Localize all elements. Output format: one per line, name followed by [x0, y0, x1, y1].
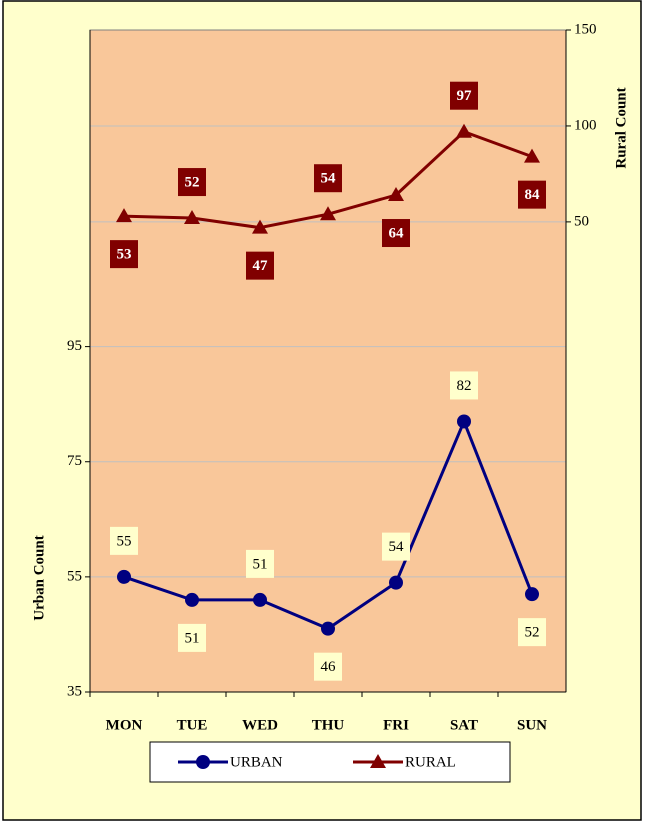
x-tick-label: SAT — [450, 717, 478, 733]
y2-tick-label: 100 — [574, 117, 597, 133]
y2-tick-label: 150 — [574, 21, 597, 37]
plot-area — [89, 29, 567, 693]
data-label-box — [314, 164, 342, 193]
data-label-box — [246, 251, 274, 280]
y-tick-label: 95 — [67, 338, 82, 354]
data-label-box — [110, 526, 138, 555]
data-label: 54 — [321, 171, 337, 187]
y-axis-label: Urban Count — [31, 535, 47, 620]
x-tick-label: SUN — [517, 717, 547, 733]
legend-marker — [196, 755, 210, 769]
data-label: 84 — [525, 187, 541, 203]
point — [184, 210, 200, 225]
data-label-box — [246, 549, 274, 578]
point — [388, 187, 404, 202]
data-label: 51 — [185, 630, 200, 646]
point — [117, 569, 131, 584]
data-label-box — [178, 623, 206, 652]
data-label-box — [518, 618, 546, 647]
y2-tick-label: 50 — [574, 213, 589, 229]
data-label-box — [450, 371, 478, 400]
data-label: 54 — [389, 539, 405, 555]
y-tick-label: 55 — [67, 568, 82, 584]
point — [389, 575, 403, 590]
point — [524, 148, 540, 163]
legend-label: URBAN — [230, 754, 283, 770]
x-tick-label: TUE — [177, 717, 208, 733]
data-label: 52 — [525, 625, 540, 641]
x-tick-label: FRI — [383, 717, 409, 733]
data-label-box — [450, 81, 478, 110]
data-label: 55 — [117, 533, 132, 549]
data-label: 64 — [389, 225, 405, 241]
point — [525, 587, 539, 602]
data-label: 52 — [185, 174, 200, 190]
data-label: 47 — [253, 258, 269, 274]
point — [116, 208, 132, 223]
x-tick-label: WED — [242, 717, 278, 733]
data-label: 82 — [457, 378, 472, 394]
point — [185, 592, 199, 607]
x-tick-label: MON — [106, 717, 143, 733]
data-label-box — [110, 240, 138, 269]
legend-marker — [370, 754, 386, 768]
data-label-box — [314, 652, 342, 681]
data-label-box — [178, 168, 206, 197]
data-label: 46 — [321, 659, 337, 675]
y-tick-label: 35 — [67, 683, 82, 699]
data-label: 97 — [457, 88, 473, 104]
data-label-box — [382, 532, 410, 561]
data-label-box — [382, 219, 410, 248]
point — [253, 592, 267, 607]
point — [457, 414, 471, 429]
point — [320, 206, 336, 221]
point — [321, 621, 335, 636]
point — [252, 219, 268, 234]
data-label: 51 — [253, 556, 268, 572]
x-tick-label: THU — [312, 717, 345, 733]
data-label-box — [518, 180, 546, 209]
point — [456, 123, 472, 138]
y2-axis-label: Rural Count — [613, 87, 629, 168]
y-tick-label: 75 — [67, 453, 82, 469]
legend-label: RURAL — [405, 754, 456, 770]
data-label: 53 — [117, 247, 132, 263]
